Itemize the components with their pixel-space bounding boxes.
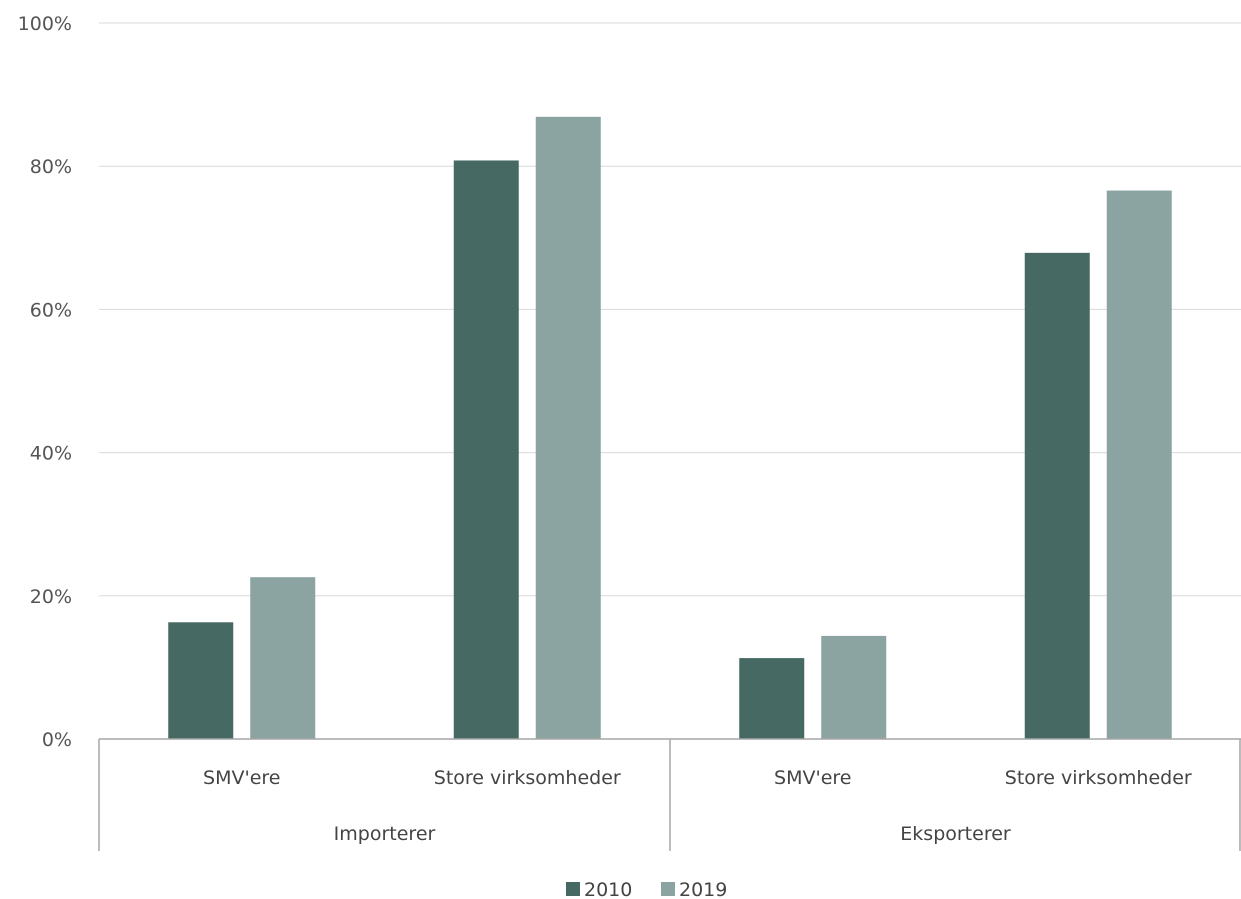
bar-2010-1 [168,622,234,739]
x-category-label: Store virksomheder [434,767,621,789]
legend-label-2010: 2010 [584,879,632,899]
bar-2019-4 [1106,190,1172,739]
legend: 2010 2019 [566,879,727,899]
x-axis [98,738,1241,851]
y-tick-label: 80% [30,156,72,178]
x-category-label: SMV'ere [774,767,851,789]
x-group-label: Eksporterer [900,823,1011,845]
y-tick-label: 60% [30,299,72,321]
y-tick-label: 20% [30,586,72,608]
y-tick-label: 40% [30,443,72,465]
bars [168,116,1172,740]
x-group-label: Importerer [334,823,436,845]
y-tick-label: 0% [42,729,72,751]
bar-2010-2 [453,160,519,740]
y-tick-label: 100% [18,13,72,35]
bar-2019-3 [821,635,887,739]
legend-swatch-2010 [566,882,580,896]
x-category-label: SMV'ere [203,767,280,789]
y-axis-tick-labels: 0% 20% 40% 60% 80% 100% [18,13,72,751]
bar-2019-2 [535,116,601,739]
legend-swatch-2019 [661,882,675,896]
legend-label-2019: 2019 [679,879,727,899]
bar-2019-1 [250,577,316,739]
x-axis-category-labels: SMV'ere Store virksomheder SMV'ere Store vi… [203,767,1192,845]
bar-2010-3 [739,658,805,739]
bar-2010-4 [1024,252,1090,739]
x-category-label: Store virksomheder [1005,767,1192,789]
